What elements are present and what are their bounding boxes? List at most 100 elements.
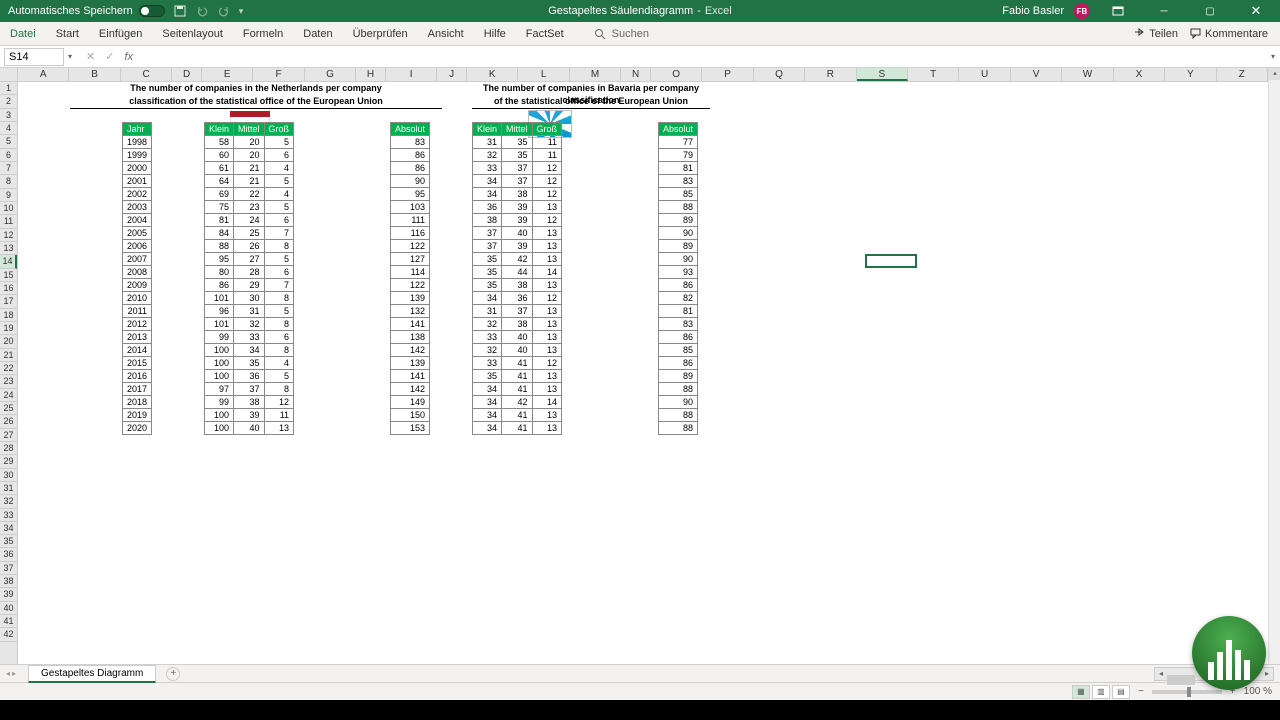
name-box[interactable]: S14	[4, 48, 64, 66]
table-cell[interactable]: 24	[234, 213, 265, 226]
row-header[interactable]: 20	[0, 335, 17, 348]
row-header[interactable]: 34	[0, 522, 17, 535]
column-header[interactable]: M	[570, 68, 621, 81]
vertical-scrollbar[interactable]: ▴	[1268, 68, 1280, 664]
table-cell[interactable]: 37	[502, 174, 533, 187]
table-cell[interactable]: 97	[205, 382, 234, 395]
table-cell[interactable]: 39	[502, 200, 533, 213]
table-cell[interactable]: 150	[391, 408, 430, 421]
name-box-dropdown-icon[interactable]: ▾	[64, 52, 76, 61]
column-header[interactable]: S	[857, 68, 908, 81]
column-header[interactable]: G	[305, 68, 356, 81]
table-cell[interactable]: 12	[532, 356, 562, 369]
row-header[interactable]: 8	[0, 175, 17, 188]
table-header-cell[interactable]: Klein	[473, 122, 502, 135]
table-cell[interactable]: 31	[234, 304, 265, 317]
table-cell[interactable]: 83	[391, 135, 430, 148]
table-cell[interactable]: 13	[532, 317, 562, 330]
table-cell[interactable]: 38	[234, 395, 265, 408]
table-cell[interactable]: 142	[391, 382, 430, 395]
table-cell[interactable]: 2014	[123, 343, 152, 356]
tab-ueberpruefen[interactable]: Überprüfen	[343, 22, 418, 45]
table-cell[interactable]: 2009	[123, 278, 152, 291]
table-cell[interactable]: 138	[391, 330, 430, 343]
table-cell[interactable]: 35	[473, 265, 502, 278]
column-header[interactable]: B	[69, 68, 120, 81]
table-cell[interactable]: 37	[502, 304, 533, 317]
column-header[interactable]: O	[651, 68, 702, 81]
scroll-up-icon[interactable]: ▴	[1269, 68, 1280, 80]
row-header[interactable]: 29	[0, 455, 17, 468]
row-header[interactable]: 27	[0, 429, 17, 442]
column-header[interactable]: Z	[1217, 68, 1268, 81]
formula-input[interactable]	[139, 48, 1266, 66]
table-cell[interactable]: 37	[473, 226, 502, 239]
table-cell[interactable]: 23	[234, 200, 265, 213]
row-header[interactable]: 12	[0, 229, 17, 242]
table-cell[interactable]: 89	[659, 239, 698, 252]
table-cell[interactable]: 36	[473, 200, 502, 213]
table-cell[interactable]: 36	[502, 291, 533, 304]
column-header[interactable]: H	[356, 68, 386, 81]
table-cell[interactable]: 101	[205, 291, 234, 304]
table-cell[interactable]: 81	[659, 304, 698, 317]
table-cell[interactable]: 5	[264, 135, 294, 148]
row-header[interactable]: 9	[0, 189, 17, 202]
row-header[interactable]: 3	[0, 109, 17, 122]
tab-daten[interactable]: Daten	[293, 22, 342, 45]
table-cell[interactable]: 122	[391, 278, 430, 291]
table-cell[interactable]: 35	[473, 278, 502, 291]
table-cell[interactable]: 12	[532, 161, 562, 174]
table-cell[interactable]: 13	[532, 408, 562, 421]
row-header[interactable]: 16	[0, 282, 17, 295]
zoom-out-button[interactable]: −	[1138, 686, 1144, 697]
tab-ansicht[interactable]: Ansicht	[418, 22, 474, 45]
row-header[interactable]: 19	[0, 322, 17, 335]
row-header[interactable]: 22	[0, 362, 17, 375]
table-cell[interactable]: 89	[659, 213, 698, 226]
table-cell[interactable]: 86	[391, 148, 430, 161]
tab-einfuegen[interactable]: Einfügen	[89, 22, 152, 45]
table-cell[interactable]: 2017	[123, 382, 152, 395]
table-cell[interactable]: 6	[264, 265, 294, 278]
table-cell[interactable]: 20	[234, 135, 265, 148]
table-cell[interactable]: 13	[532, 369, 562, 382]
table-cell[interactable]: 6	[264, 330, 294, 343]
table-cell[interactable]: 5	[264, 174, 294, 187]
table-cell[interactable]: 90	[391, 174, 430, 187]
undo-icon[interactable]	[195, 4, 209, 18]
table-cell[interactable]: 40	[502, 343, 533, 356]
column-header[interactable]: T	[908, 68, 959, 81]
table-cell[interactable]: 82	[659, 291, 698, 304]
table-cell[interactable]: 8	[264, 317, 294, 330]
table-cell[interactable]: 5	[264, 252, 294, 265]
table-cell[interactable]: 11	[532, 148, 562, 161]
table-cell[interactable]: 13	[532, 304, 562, 317]
table-cell[interactable]: 41	[502, 369, 533, 382]
table-cell[interactable]: 1999	[123, 148, 152, 161]
table-cell[interactable]: 88	[659, 421, 698, 434]
column-header[interactable]: X	[1114, 68, 1165, 81]
table-cell[interactable]: 33	[473, 161, 502, 174]
table-cell[interactable]: 8	[264, 382, 294, 395]
table-header-cell[interactable]: Klein	[205, 122, 234, 135]
table-cell[interactable]: 44	[502, 265, 533, 278]
autosave-switch[interactable]	[139, 5, 165, 17]
row-header[interactable]: 42	[0, 628, 17, 641]
table-cell[interactable]: 22	[234, 187, 265, 200]
table-cell[interactable]: 12	[532, 291, 562, 304]
table-cell[interactable]: 38	[502, 317, 533, 330]
table-cell[interactable]: 88	[205, 239, 234, 252]
table-cell[interactable]: 139	[391, 356, 430, 369]
table-header-cell[interactable]: Mittel	[234, 122, 265, 135]
tab-datei[interactable]: Datei	[0, 22, 46, 45]
column-header[interactable]: C	[121, 68, 172, 81]
column-header[interactable]: I	[386, 68, 437, 81]
table-cell[interactable]: 61	[205, 161, 234, 174]
table-cell[interactable]: 99	[205, 330, 234, 343]
table-cell[interactable]: 34	[234, 343, 265, 356]
maximize-button[interactable]: ▢	[1192, 0, 1228, 22]
tab-seitenlayout[interactable]: Seitenlayout	[152, 22, 233, 45]
column-header[interactable]: R	[805, 68, 856, 81]
select-all-corner[interactable]	[0, 68, 18, 82]
